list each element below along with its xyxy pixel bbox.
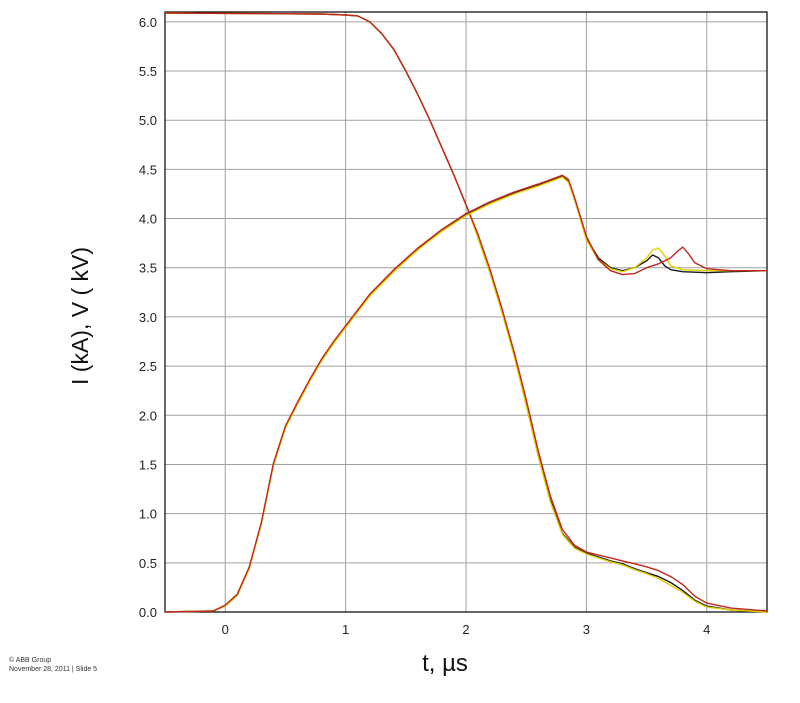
y-tick-label: 5.5: [139, 64, 157, 79]
grid: [165, 12, 767, 613]
y-axis-title: I (kA), V ( kV): [67, 247, 93, 385]
y-tick-label: 0.0: [139, 605, 157, 620]
y-tick-label: 2.5: [139, 359, 157, 374]
footer-copyright: © ABB Group: [9, 657, 52, 664]
y-tick-label: 4.5: [139, 162, 157, 177]
y-tick-label: 6.0: [139, 15, 157, 30]
x-tick-label: 2: [462, 622, 469, 637]
x-axis-title: t, µs: [422, 650, 468, 677]
x-tick-label: 4: [703, 622, 710, 637]
plot-area: [164, 11, 768, 613]
y-tick-label: 2.0: [139, 408, 157, 423]
y-tick-label: 1.5: [139, 457, 157, 472]
footer-date-slide: November 28, 2011 | Slide 5: [9, 666, 98, 673]
y-tick-label: 4.0: [139, 212, 157, 227]
x-tick-label: 1: [342, 622, 349, 637]
x-tick-label: 3: [583, 622, 590, 637]
series-line-3: [164, 12, 768, 612]
x-tick-label: 0: [222, 622, 229, 637]
y-tick-label: 0.5: [139, 556, 157, 571]
y-tick-label: 3.0: [139, 310, 157, 325]
y-tick-label: 3.5: [139, 261, 157, 276]
y-tick-label: 1.0: [139, 507, 157, 522]
series-line-6: [164, 174, 767, 613]
y-tick-label: 5.0: [139, 113, 157, 128]
series-layer: [164, 12, 768, 613]
tick-labels: 0 1 2 3 4 0.0 0.5 1.0 1.5 2.0 2.5 3.0 3.5 4.0 4.5 5.0 5.…: [139, 15, 710, 637]
